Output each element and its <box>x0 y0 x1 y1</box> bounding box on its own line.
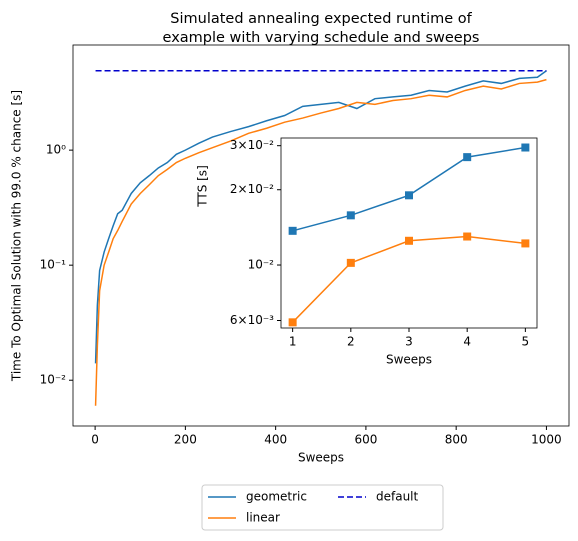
y-tick-label: 10⁻¹ <box>40 258 67 272</box>
marker <box>405 191 413 200</box>
x-tick-label: 5 <box>522 335 530 349</box>
legend-label: geometric <box>246 490 307 504</box>
x-tick-label: 200 <box>174 433 197 447</box>
y-axis-label: TTS [s] <box>196 165 210 208</box>
marker <box>463 153 472 162</box>
legend-label: linear <box>246 511 280 525</box>
x-axis-label: Sweeps <box>386 353 432 367</box>
axes-frame <box>72 44 570 427</box>
x-tick-label: 4 <box>463 335 471 349</box>
series-line <box>94 78 547 406</box>
x-tick-label: 1000 <box>531 433 562 447</box>
marker <box>288 318 297 327</box>
chart-title: example with varying schedule and sweeps <box>163 30 480 46</box>
y-tick-label: 10⁰ <box>46 143 66 157</box>
legend-label: default <box>376 490 419 504</box>
x-tick-label: 2 <box>347 335 355 349</box>
legend-box <box>201 484 444 531</box>
x-tick-label: 3 <box>405 335 413 349</box>
marker <box>521 239 530 248</box>
marker <box>463 232 472 241</box>
chart-title: Simulated annealing expected runtime of <box>170 11 472 27</box>
y-tick-label: 3×10⁻² <box>230 138 274 152</box>
marker <box>288 226 297 235</box>
x-tick-label: 600 <box>354 433 377 447</box>
plot-area <box>281 138 537 328</box>
x-tick-label: 0 <box>91 433 99 447</box>
x-tick-label: 400 <box>264 433 287 447</box>
y-tick-label: 10⁻² <box>40 373 67 387</box>
y-tick-label: 2×10⁻² <box>230 182 274 196</box>
x-axis-label: Sweeps <box>298 451 344 465</box>
marker <box>346 258 355 267</box>
marker <box>521 143 530 152</box>
marker <box>405 236 413 245</box>
x-tick-label: 1 <box>289 335 297 349</box>
series-line <box>94 70 547 364</box>
marker <box>346 211 355 220</box>
y-tick-label: 10⁻² <box>248 258 275 272</box>
axes-frame <box>280 137 538 329</box>
y-tick-label: 6×10⁻³ <box>230 313 274 327</box>
x-tick-label: 800 <box>445 433 468 447</box>
y-axis-label: Time To Optimal Solution with 99.0 % cha… <box>10 90 24 382</box>
